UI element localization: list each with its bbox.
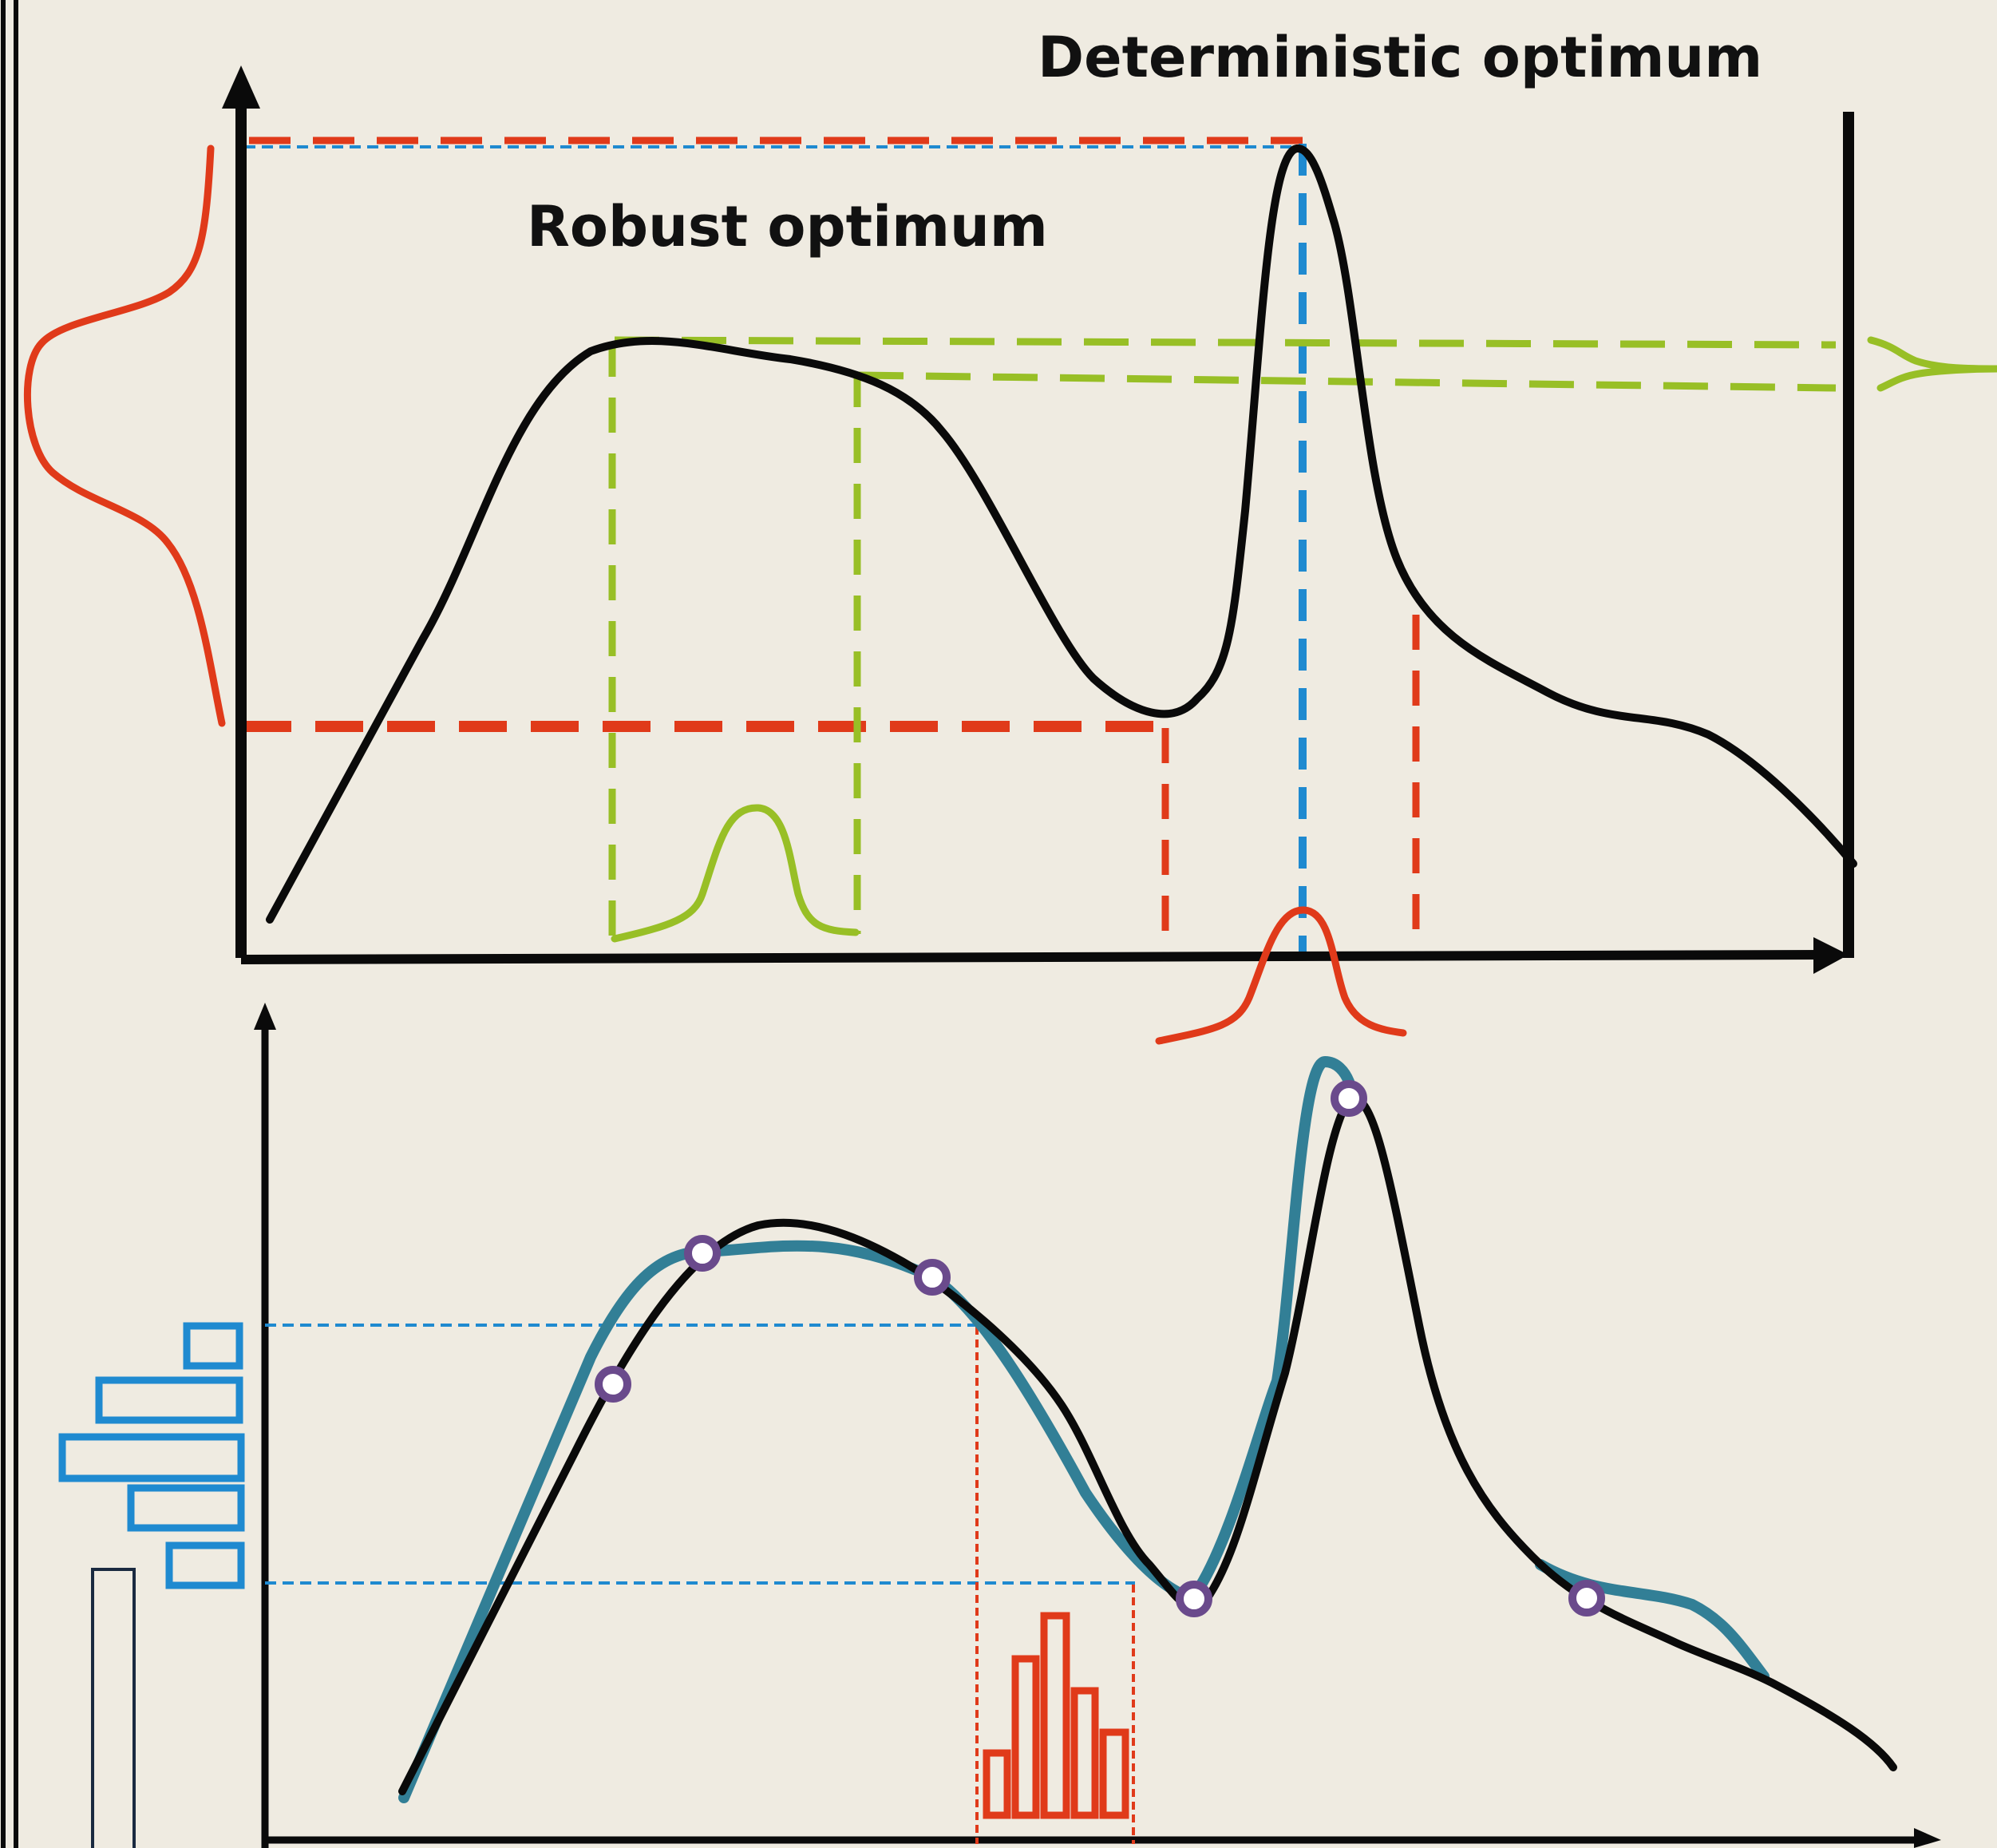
sample-points xyxy=(595,1080,1605,1617)
robust-optimum-label: Robust optimum xyxy=(527,194,1048,259)
input-histogram-bar xyxy=(1099,1728,1129,1819)
objective-curve-top xyxy=(266,144,1857,924)
true-objective-curve xyxy=(398,1094,1897,1795)
input-histogram-bar xyxy=(1070,1687,1099,1819)
green-dashed-horizontal-upper xyxy=(614,336,1837,349)
top-y-axis-arrowhead xyxy=(222,65,260,109)
top-x-axis-arrowhead xyxy=(1813,937,1849,974)
bottom-panel xyxy=(58,1003,1941,1848)
bottom-x-axis-arrowhead xyxy=(1914,1828,1941,1848)
sample-point xyxy=(1568,1580,1605,1617)
output-histogram-bar xyxy=(58,1433,245,1482)
deterministic-optimum-label: Deterministic optimum xyxy=(1038,25,1762,90)
green-input-distribution xyxy=(611,804,860,943)
output-histogram-bar xyxy=(165,1541,245,1589)
input-histogram xyxy=(983,1612,1129,1819)
input-histogram-bar xyxy=(983,1749,1011,1819)
sample-point xyxy=(1331,1080,1367,1117)
output-histogram-bar xyxy=(95,1376,243,1424)
output-histogram-bar xyxy=(127,1484,245,1532)
red-input-distribution xyxy=(1155,906,1407,1045)
navy-outline-bar xyxy=(91,1568,136,1848)
output-histogram xyxy=(58,1322,245,1589)
green-output-distribution xyxy=(1867,336,1997,392)
sample-point xyxy=(595,1366,631,1403)
sample-point xyxy=(1176,1581,1212,1617)
sample-point xyxy=(684,1235,721,1272)
bottom-y-axis-arrowhead xyxy=(254,1003,276,1030)
sample-point xyxy=(914,1259,951,1296)
input-histogram-bar xyxy=(1040,1612,1070,1819)
input-histogram-bar xyxy=(1011,1655,1040,1819)
green-dashed-horizontal-lower xyxy=(858,371,1837,392)
top-panel: Deterministic optimum Robust optimum xyxy=(23,25,1997,1045)
red-output-distribution xyxy=(23,144,226,727)
top-x-axis xyxy=(240,950,1829,964)
output-histogram-bar xyxy=(183,1322,243,1370)
